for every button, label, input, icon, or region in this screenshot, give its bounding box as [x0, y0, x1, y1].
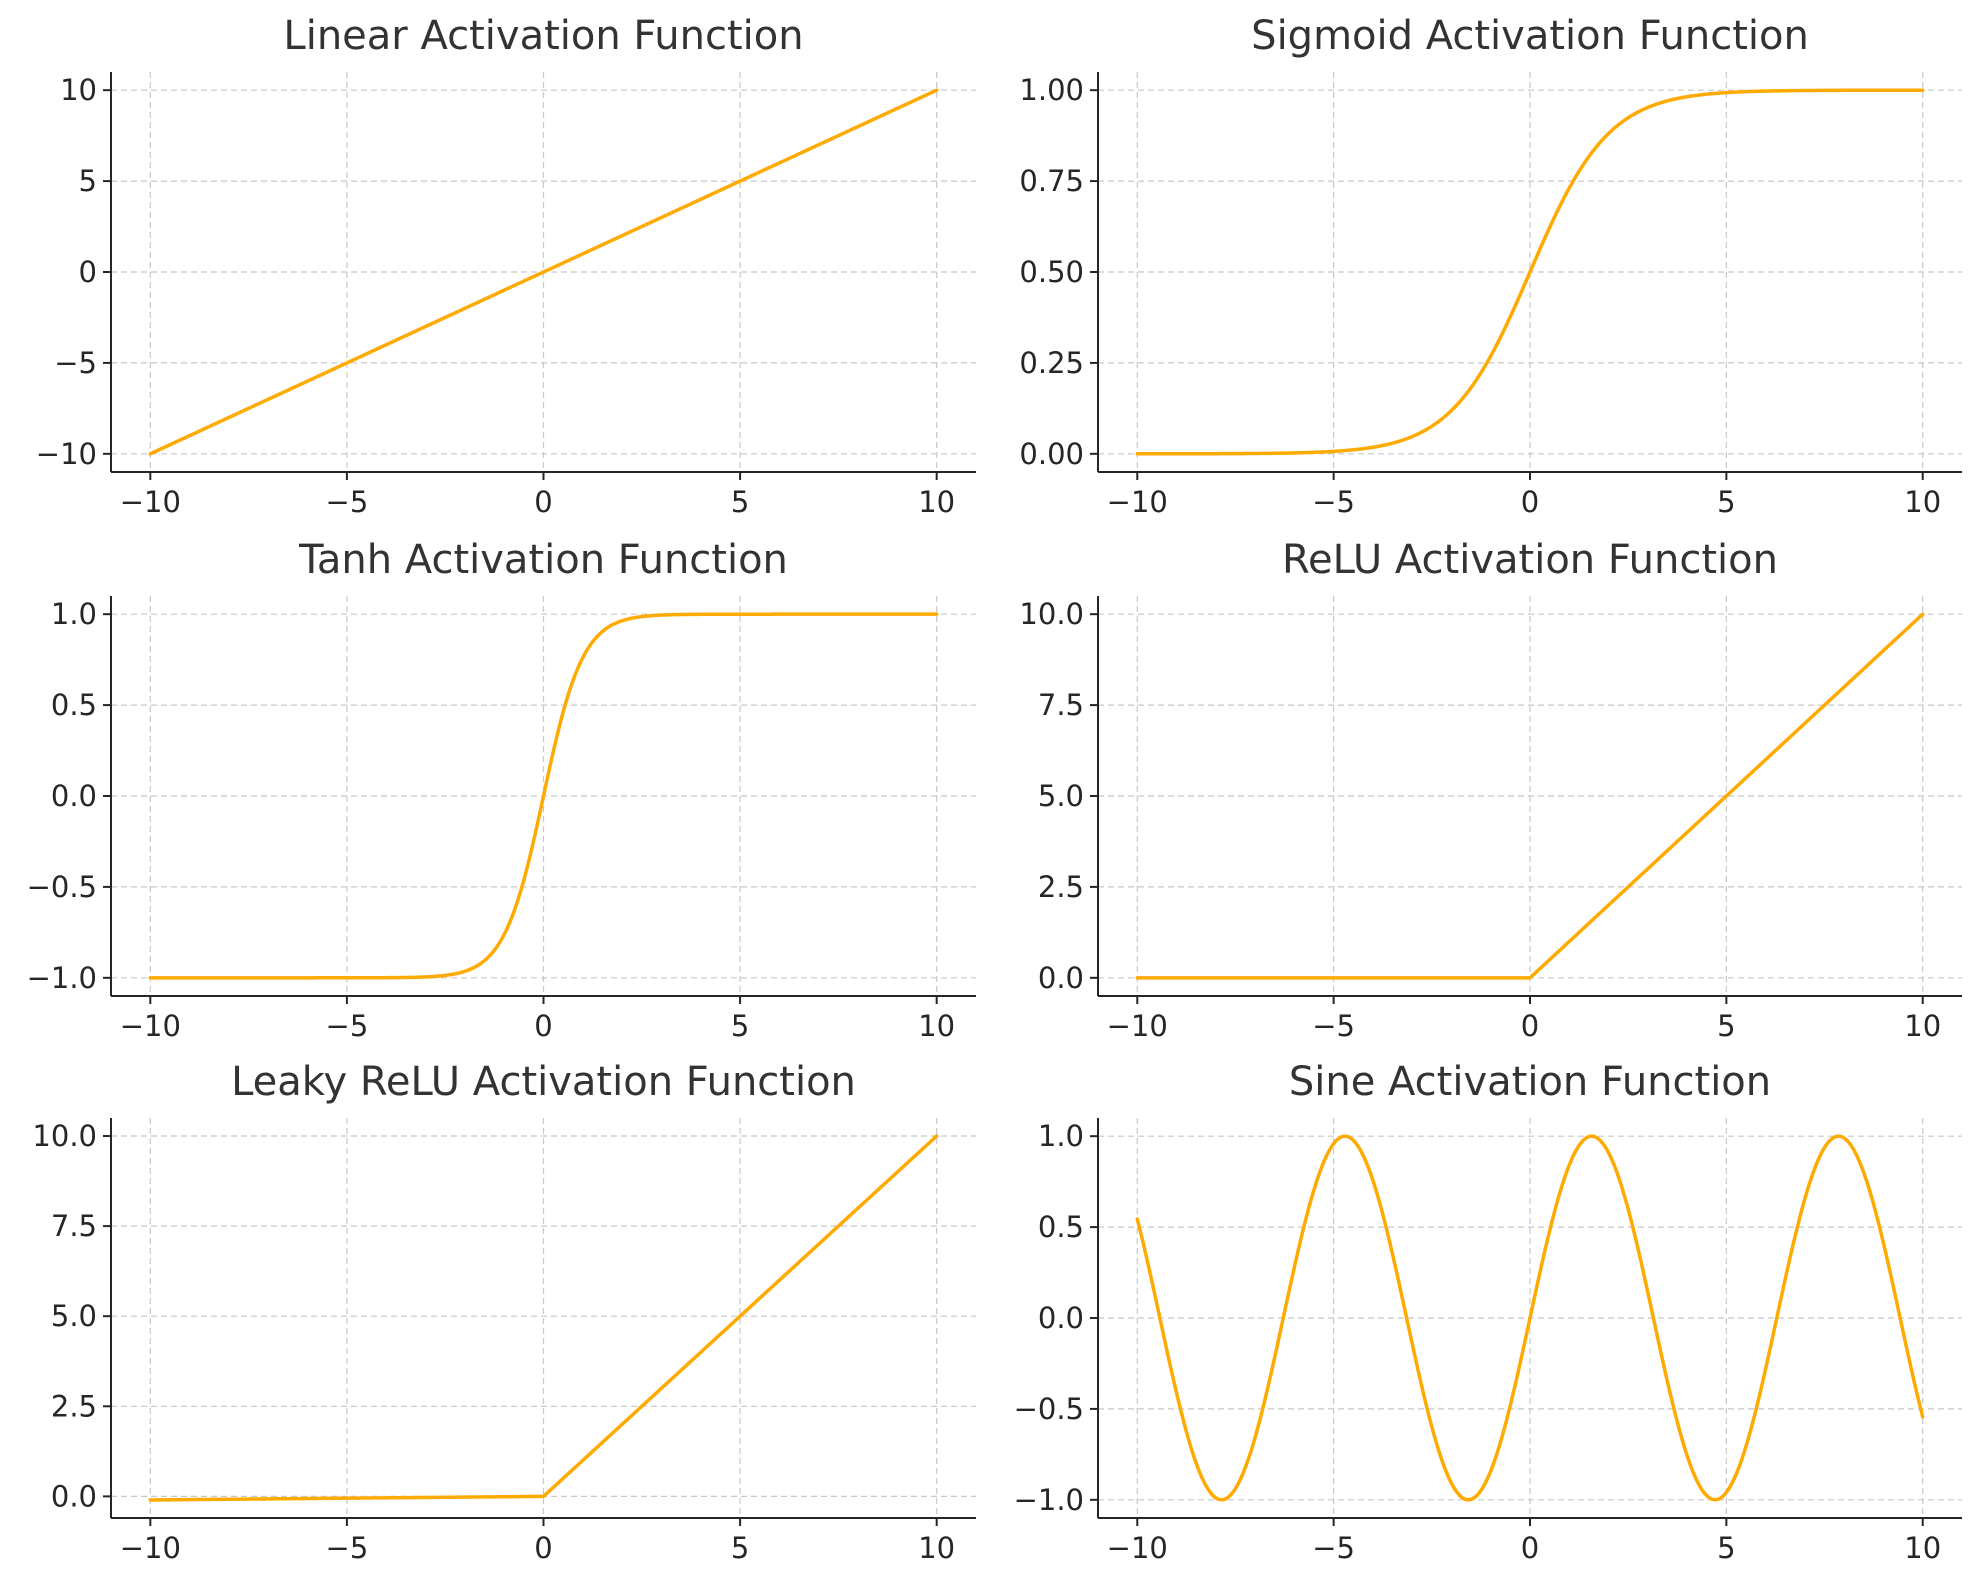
x-tick-label: −10: [120, 1531, 181, 1565]
x-tick-label: 5: [1717, 485, 1735, 519]
leaky-relu-series-line: [148, 1134, 939, 1502]
y-tick-label: 2.5: [1038, 870, 1084, 904]
tanh-chart-panel: −10 −5 0 5 10 −1.0 −0.5 0.0 0.5 1.0 Tanh Activatio…: [27, 537, 976, 1043]
x-tick-label: −10: [120, 1009, 181, 1043]
sigmoid-series-line: [1135, 88, 1925, 456]
y-tick-label: 1.00: [1019, 73, 1084, 107]
x-tick-label: −5: [326, 1009, 369, 1043]
y-tick-label: −0.5: [27, 870, 97, 904]
y-tick-label: 0.5: [1038, 1210, 1084, 1244]
x-tick-label: −10: [120, 485, 181, 519]
x-tick-label: 0: [534, 1009, 552, 1043]
sigmoid-chart-title: Sigmoid Activation Function: [1251, 13, 1809, 59]
y-tick-label: 7.5: [1038, 688, 1084, 722]
x-tick-label: −5: [1312, 1531, 1355, 1565]
y-tick-label: 0.5: [51, 688, 97, 722]
relu-series-line: [1135, 612, 1925, 980]
y-tick-label: 10: [60, 73, 97, 107]
tanh-series-line: [148, 612, 939, 980]
x-tick-label: −5: [1312, 485, 1355, 519]
x-tick-label: 5: [1717, 1531, 1735, 1565]
y-tick-label: 0.0: [51, 1479, 97, 1513]
y-tick-label: 1.0: [1038, 1119, 1084, 1153]
x-tick-label: 0: [1521, 485, 1539, 519]
relu-chart-title: ReLU Activation Function: [1282, 537, 1778, 583]
linear-chart-title: Linear Activation Function: [283, 13, 803, 59]
x-tick-label: 5: [731, 1009, 749, 1043]
y-tick-label: 2.5: [51, 1389, 97, 1423]
sine-chart-panel: −10 −5 0 5 10 −1.0 −0.5 0.0 0.5 1.0 Sine Activatio…: [1014, 1059, 1962, 1565]
y-tick-label: 0.0: [51, 779, 97, 813]
x-tick-label: 0: [1521, 1009, 1539, 1043]
y-tick-label: 0.0: [1038, 961, 1084, 995]
x-tick-label: 0: [534, 1531, 552, 1565]
y-tick-label: −0.5: [1014, 1392, 1084, 1426]
x-tick-label: −10: [1107, 1531, 1168, 1565]
y-tick-label: 1.0: [51, 597, 97, 631]
x-tick-label: 5: [1717, 1009, 1735, 1043]
y-tick-label: 5.0: [51, 1299, 97, 1333]
x-tick-label: 0: [534, 485, 552, 519]
x-tick-label: 5: [731, 1531, 749, 1565]
y-tick-label: −1.0: [27, 961, 97, 995]
sigmoid-chart-panel: −10 −5 0 5 10 0.00 0.25 0.50 0.75 1.00 Sigmoid Act…: [1019, 13, 1962, 519]
x-tick-label: −5: [326, 485, 369, 519]
x-tick-label: −10: [1107, 1009, 1168, 1043]
y-tick-label: 10.0: [1019, 597, 1084, 631]
y-tick-label: 0.00: [1019, 437, 1084, 471]
y-tick-label: 5: [79, 164, 97, 198]
leaky-relu-chart-panel: −10 −5 0 5 10 0.0 2.5 5.0 7.5 10.0 Leaky ReLU Acti…: [32, 1059, 976, 1565]
x-tick-label: 5: [731, 485, 749, 519]
x-tick-label: 10: [918, 485, 955, 519]
x-tick-label: 10: [918, 1009, 955, 1043]
relu-chart-panel: −10 −5 0 5 10 0.0 2.5 5.0 7.5 10.0 ReLU Activation…: [1019, 537, 1962, 1043]
x-tick-label: 0: [1521, 1531, 1539, 1565]
x-tick-label: 10: [1904, 485, 1941, 519]
y-tick-label: 0: [79, 255, 97, 289]
x-tick-label: 10: [1904, 1009, 1941, 1043]
y-tick-label: 5.0: [1038, 779, 1084, 813]
sine-series-line: [1135, 1134, 1925, 1502]
y-tick-label: −1.0: [1014, 1483, 1084, 1517]
leaky-relu-chart-title: Leaky ReLU Activation Function: [231, 1059, 856, 1105]
x-tick-label: −5: [326, 1531, 369, 1565]
tanh-chart-title: Tanh Activation Function: [298, 537, 788, 583]
y-tick-label: 0.25: [1019, 346, 1084, 380]
y-tick-label: 0.50: [1019, 255, 1084, 289]
y-tick-label: −5: [54, 346, 97, 380]
y-tick-label: −10: [36, 437, 97, 471]
x-tick-label: −10: [1107, 485, 1168, 519]
y-tick-label: 0.0: [1038, 1301, 1084, 1335]
y-tick-label: 7.5: [51, 1209, 97, 1243]
x-tick-label: 10: [1904, 1531, 1941, 1565]
x-tick-label: 10: [918, 1531, 955, 1565]
sine-chart-title: Sine Activation Function: [1289, 1059, 1771, 1105]
linear-chart-panel: −10 −5 0 5 10 −10 −5 0 5 10 Linear Activation Func…: [36, 13, 976, 519]
x-tick-label: −5: [1312, 1009, 1355, 1043]
linear-series-line: [148, 88, 939, 456]
y-tick-label: 10.0: [32, 1119, 97, 1153]
y-tick-label: 0.75: [1019, 164, 1084, 198]
